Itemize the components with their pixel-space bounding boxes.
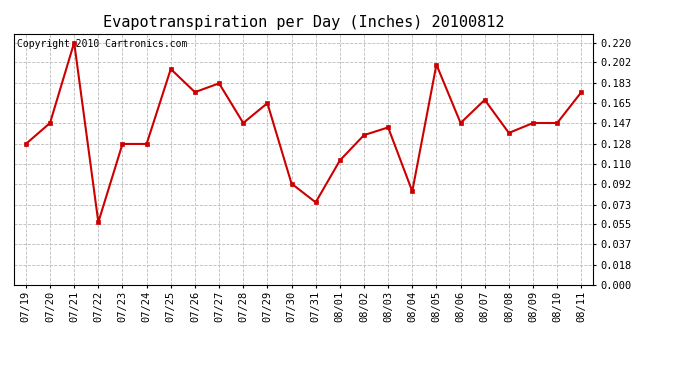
Title: Evapotranspiration per Day (Inches) 20100812: Evapotranspiration per Day (Inches) 2010…: [103, 15, 504, 30]
Text: Copyright 2010 Cartronics.com: Copyright 2010 Cartronics.com: [17, 39, 187, 49]
